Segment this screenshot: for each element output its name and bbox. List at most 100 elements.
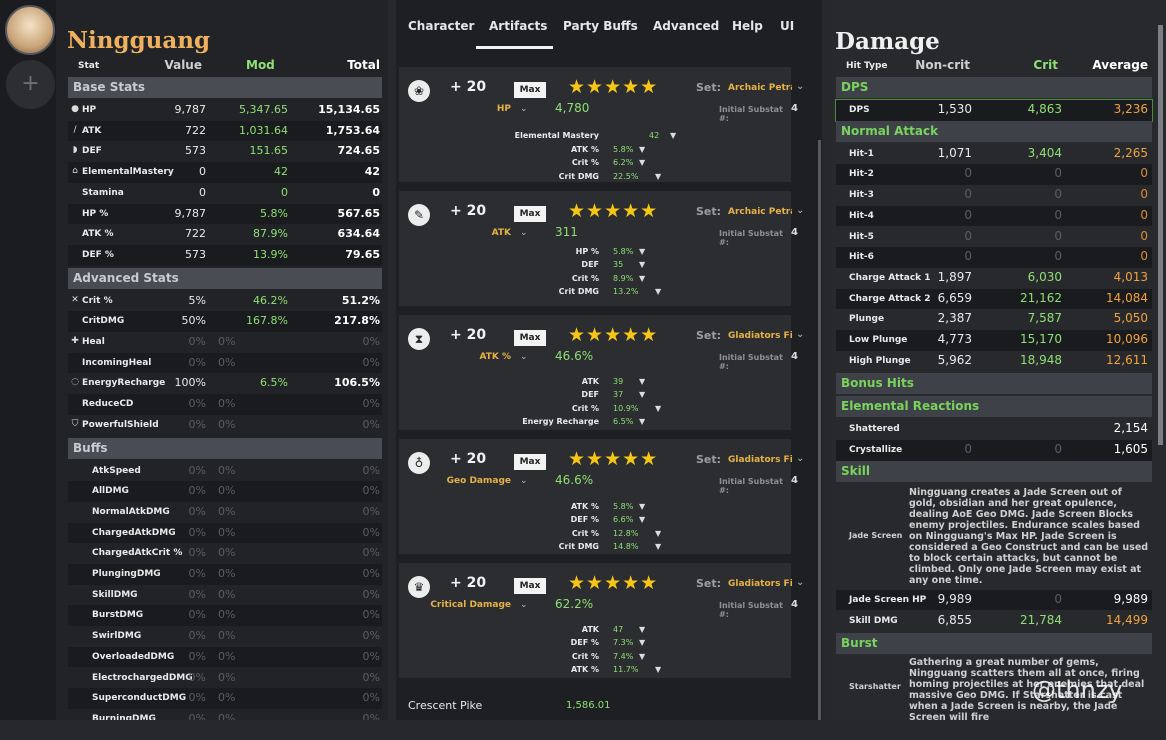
chevron-down-icon[interactable]: ▼ (639, 247, 646, 256)
substat-value[interactable]: 37 (613, 390, 624, 400)
chevron-down-icon[interactable]: ▼ (655, 171, 662, 181)
substat-value[interactable]: 22.5% (613, 171, 639, 181)
chevron-down-icon[interactable]: ⌄ (520, 600, 528, 610)
tab-advanced[interactable]: Advanced (653, 19, 720, 33)
substat-value[interactable]: 39 (613, 377, 624, 386)
rarity-stars[interactable]: ★★★★★ (568, 448, 659, 470)
set-select[interactable]: Gladiators Finale (728, 455, 792, 465)
substat-value[interactable]: 6.5% (613, 417, 634, 427)
chevron-down-icon[interactable]: ▼ (655, 287, 662, 297)
main-stat-select[interactable]: ATK (491, 228, 511, 238)
chevron-down-icon[interactable]: ⌄ (796, 329, 805, 340)
chevron-down-icon[interactable]: ▼ (639, 377, 646, 386)
substat-value[interactable]: 6.6% (613, 515, 634, 525)
chevron-down-icon[interactable]: ▼ (639, 390, 646, 400)
chevron-down-icon[interactable]: ▼ (655, 403, 662, 413)
chevron-down-icon[interactable]: ⌄ (796, 577, 805, 588)
chevron-down-icon[interactable]: ▼ (639, 260, 646, 270)
max-level-button[interactable]: Max (514, 82, 546, 98)
crit-value: 0 (1054, 249, 1062, 264)
chevron-down-icon[interactable]: ⌄ (520, 228, 528, 238)
stat-mod: 0% (218, 649, 236, 663)
substat-value[interactable]: 13.2% (613, 287, 639, 297)
chevron-down-icon[interactable]: ▼ (639, 273, 646, 283)
substat-value[interactable]: 14.8% (613, 542, 639, 552)
rarity-stars[interactable]: ★★★★★ (568, 76, 659, 98)
tab-ui[interactable]: UI (780, 19, 795, 33)
main-stat-select[interactable]: ATK % (479, 352, 511, 362)
substat-value[interactable]: 47 (613, 625, 624, 634)
max-level-button[interactable]: Max (514, 578, 546, 594)
chevron-down-icon[interactable]: ⌄ (796, 81, 805, 92)
substat-value[interactable]: 12.8% (613, 528, 639, 538)
main-stat-select[interactable]: Critical Damage (430, 600, 511, 610)
set-select[interactable]: Gladiators Finale (728, 331, 792, 341)
substat-label: ATK % (570, 144, 599, 154)
rarity-stars[interactable]: ★★★★★ (568, 324, 659, 346)
chevron-down-icon[interactable]: ▼ (639, 417, 646, 427)
chevron-down-icon[interactable]: ⌄ (520, 104, 528, 114)
chevron-down-icon[interactable]: ▼ (655, 665, 662, 675)
artifact-level[interactable]: + 20 (450, 327, 487, 343)
tab-help[interactable]: Help (732, 19, 763, 33)
set-select[interactable]: Archaic Petra (728, 207, 792, 217)
avatar[interactable] (5, 5, 55, 55)
substat-value[interactable]: 7.3% (613, 638, 634, 648)
stat-row: AllDMG 0% 0% 0% (68, 481, 382, 502)
set-select[interactable]: Archaic Petra (728, 83, 792, 93)
chevron-down-icon[interactable]: ▼ (639, 515, 646, 525)
artifact-level[interactable]: + 20 (450, 575, 487, 591)
chevron-down-icon[interactable]: ▼ (670, 131, 677, 140)
tab-artifacts[interactable]: Artifacts (489, 19, 548, 33)
chevron-down-icon[interactable]: ▼ (655, 528, 662, 538)
main-stat-select[interactable]: Geo Damage (446, 476, 511, 486)
artifact-level[interactable]: + 20 (450, 203, 487, 219)
max-level-button[interactable]: Max (514, 206, 546, 222)
initial-substat-select[interactable]: 4 (791, 599, 798, 610)
scrollbar[interactable] (1158, 25, 1163, 445)
chevron-down-icon[interactable]: ▼ (639, 502, 646, 511)
substat-value[interactable]: 35 (613, 260, 624, 270)
artifact-level[interactable]: + 20 (450, 79, 487, 95)
stat-label: DEF (82, 146, 102, 157)
substat-value[interactable]: 8.9% (613, 273, 634, 283)
chevron-down-icon[interactable]: ▼ (655, 542, 662, 552)
initial-substat-select[interactable]: 4 (791, 475, 798, 486)
chevron-down-icon[interactable]: ⌄ (796, 205, 805, 216)
chevron-down-icon[interactable]: ▼ (639, 158, 646, 167)
artifact-level[interactable]: + 20 (450, 451, 487, 467)
chevron-down-icon[interactable]: ▼ (639, 144, 646, 154)
stat-mod: 6.5% (260, 376, 288, 390)
average-value: 12,611 (1106, 352, 1148, 367)
chevron-down-icon[interactable]: ▼ (639, 638, 646, 648)
substat-value[interactable]: 7.4% (613, 651, 634, 661)
chevron-down-icon[interactable]: ⌄ (796, 453, 805, 464)
active-tab-indicator (476, 46, 553, 49)
main-stat-select[interactable]: HP (496, 104, 511, 114)
initial-substat-select[interactable]: 4 (791, 103, 798, 114)
substat-value[interactable]: 10.9% (613, 403, 639, 413)
scrollbar[interactable] (818, 140, 821, 720)
chevron-down-icon[interactable]: ▼ (639, 651, 646, 661)
chevron-down-icon[interactable]: ▼ (639, 625, 646, 634)
rarity-stars[interactable]: ★★★★★ (568, 572, 659, 594)
substat-value[interactable]: 11.7% (613, 665, 639, 675)
rarity-stars[interactable]: ★★★★★ (568, 200, 659, 222)
add-character-button[interactable]: + (6, 60, 55, 109)
hit-type-label: Hit-5 (849, 231, 874, 242)
substat-value[interactable]: 5.8% (613, 502, 634, 511)
substat-value[interactable]: 5.8% (613, 247, 634, 256)
initial-substat-select[interactable]: 4 (791, 351, 798, 362)
tab-party-buffs[interactable]: Party Buffs (563, 19, 638, 33)
max-level-button[interactable]: Max (514, 330, 546, 346)
stat-mod: 0% (218, 629, 236, 643)
chevron-down-icon[interactable]: ⌄ (520, 476, 528, 486)
substat-value[interactable]: 5.8% (613, 144, 634, 154)
chevron-down-icon[interactable]: ⌄ (520, 352, 528, 362)
substat-value[interactable]: 42 (649, 131, 660, 140)
max-level-button[interactable]: Max (514, 454, 546, 470)
tab-character[interactable]: Character (408, 19, 475, 33)
substat-value[interactable]: 6.2% (613, 158, 634, 167)
set-select[interactable]: Gladiators Finale (728, 579, 792, 589)
initial-substat-select[interactable]: 4 (791, 227, 798, 238)
